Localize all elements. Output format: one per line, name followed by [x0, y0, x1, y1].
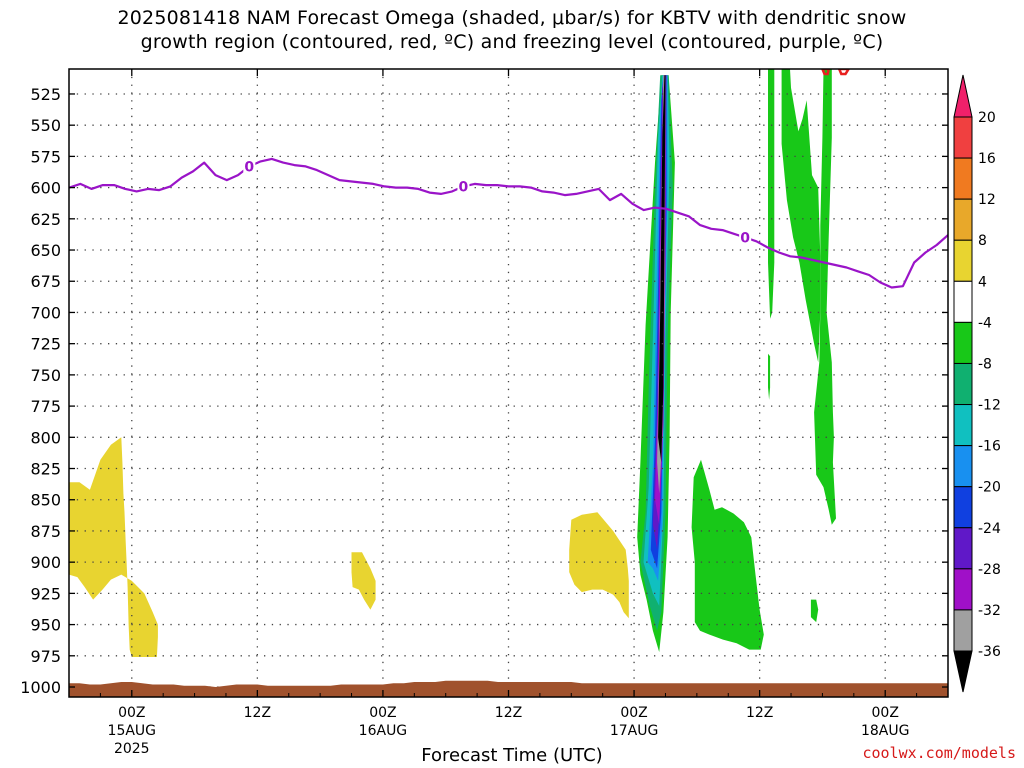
freezing-level-line	[69, 157, 948, 289]
ground-fill	[69, 680, 948, 697]
y-tick-label: 825	[30, 460, 61, 479]
omega-region-4	[351, 552, 376, 610]
freezing-label-bg	[457, 178, 470, 195]
colorbar-segment	[953, 445, 973, 488]
y-tick-label: 800	[30, 428, 61, 447]
omega-region-4	[569, 512, 629, 619]
colorbar-legend: 20 16 12 8 4 -4 -8 -12 -16 -20 -24 -28 -32 -36	[953, 74, 1001, 693]
x-tick-label: 12Z	[244, 705, 271, 721]
x-tick-date: 17AUG	[610, 723, 659, 739]
x-tick-label: 12Z	[495, 705, 522, 721]
y-tick-label: 600	[30, 179, 61, 198]
freezing-level-label: 0	[244, 159, 254, 175]
freezing-level-label: 0	[740, 231, 750, 247]
colorbar-label: 20	[978, 110, 996, 126]
colorbar-segment	[953, 321, 973, 364]
colorbar-segment	[953, 362, 973, 406]
y-tick-label: 900	[30, 553, 61, 572]
omega-region--4	[810, 599, 819, 623]
colorbar-label: -32	[978, 603, 1001, 619]
omega-shading	[69, 69, 836, 657]
omega-region-4	[69, 437, 158, 657]
colorbar-label: -24	[978, 521, 1001, 537]
y-tick-label: 850	[30, 491, 61, 510]
colorbar-segment	[953, 198, 973, 241]
colorbar-segment	[953, 239, 973, 282]
y-tick-label: 925	[30, 584, 61, 603]
y-tick-label: 575	[30, 147, 61, 166]
x-tick-label: 00Z	[620, 705, 647, 721]
x-axis-title: Forecast Time (UTC)	[421, 745, 603, 766]
y-tick-label: 1000	[20, 678, 61, 697]
ground-layer	[69, 680, 948, 697]
colorbar-segment	[953, 116, 973, 159]
freezing-label-bg	[739, 229, 752, 246]
dgz-contours	[821, 69, 851, 76]
omega-region--4	[814, 69, 836, 525]
colorbar-segment	[953, 486, 973, 529]
colorbar-arrow-bottom	[953, 650, 973, 693]
colorbar-label: 12	[978, 192, 996, 208]
colorbar-segment	[953, 568, 973, 611]
colorbar-label: -16	[978, 439, 1001, 455]
y-tick-label: 750	[30, 366, 61, 385]
colorbar-segment	[953, 157, 973, 200]
x-tick-label: 00Z	[369, 705, 396, 721]
y-axis-ticks: 525 550 575 600 625 650 675 700 725 750 775 800 825 8…	[20, 85, 948, 697]
y-tick-label: 775	[30, 397, 61, 416]
y-tick-label: 675	[30, 272, 61, 291]
x-tick-label: 00Z	[118, 705, 145, 721]
y-tick-label: 700	[30, 303, 61, 322]
omega-region--4	[691, 459, 764, 650]
colorbar-segment	[953, 609, 973, 652]
colorbar-label: 8	[978, 233, 987, 249]
omega-region--36	[658, 75, 666, 463]
omega-region--4	[768, 353, 771, 400]
colorbar-label: -20	[978, 480, 1001, 496]
dgz-contour	[821, 69, 830, 76]
colorbar-segment	[953, 527, 973, 570]
colorbar-label: 4	[978, 274, 987, 290]
y-tick-label: 525	[30, 85, 61, 104]
chart-title-line1: 2025081418 NAM Forecast Omega (shaded, μ…	[117, 7, 907, 29]
colorbar-label: -4	[978, 315, 992, 331]
freezing-level-contour: 0 0 0	[69, 157, 948, 289]
colorbar-segment	[953, 404, 973, 447]
y-tick-label: 625	[30, 210, 61, 229]
chart-title-line2: growth region (contoured, red, ºC) and f…	[140, 31, 884, 53]
y-tick-label: 725	[30, 335, 61, 354]
omega-region--4	[781, 69, 821, 363]
grid-dots	[69, 69, 948, 697]
y-tick-label: 650	[30, 241, 61, 260]
colorbar-label: -12	[978, 398, 1001, 414]
x-tick-label: 12Z	[746, 705, 773, 721]
x-tick-date: 15AUG	[108, 723, 157, 739]
y-tick-label: 975	[30, 647, 61, 666]
x-tick-date: 18AUG	[861, 723, 910, 739]
omega-region--4	[768, 69, 775, 319]
x-tick-year: 2025	[114, 741, 150, 757]
x-tick-label: 00Z	[872, 705, 899, 721]
y-tick-label: 550	[30, 116, 61, 135]
y-tick-label: 875	[30, 522, 61, 541]
colorbar-label: -36	[978, 644, 1001, 660]
x-axis-ticks: 00Z 15AUG 2025 12Z 00Z 16AUG 12Z 00Z 17AUG 12Z 00Z…	[68, 69, 949, 757]
colorbar-label: -8	[978, 356, 992, 372]
freezing-label-bg	[243, 158, 256, 175]
dgz-contour	[837, 69, 851, 76]
y-tick-label: 950	[30, 616, 61, 635]
colorbar-label: -28	[978, 562, 1001, 578]
x-tick-date: 16AUG	[359, 723, 408, 739]
credit-link[interactable]: coolwx.com/models	[862, 744, 1016, 762]
colorbar-arrow-top	[953, 74, 973, 118]
colorbar-label: 16	[978, 151, 996, 167]
colorbar-segment	[953, 280, 973, 323]
freezing-level-label: 0	[459, 179, 469, 195]
